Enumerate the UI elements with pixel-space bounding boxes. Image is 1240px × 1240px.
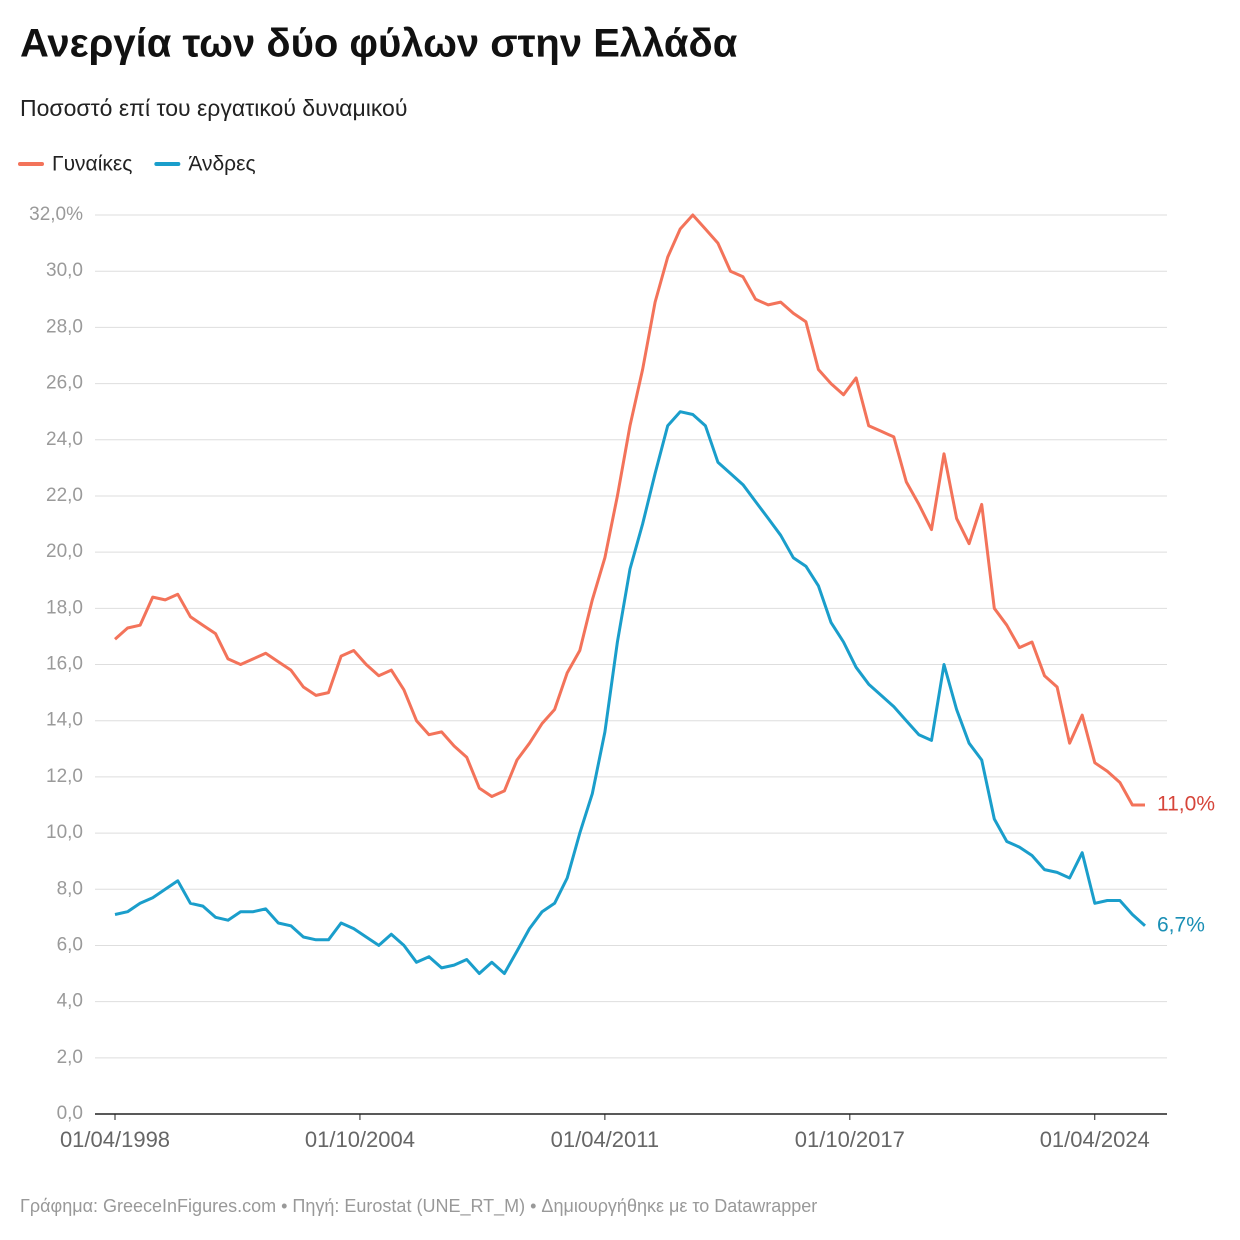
source-note: Γράφημα: GreeceInFigures.com • Πηγή: Eur…: [20, 1196, 817, 1217]
y-tick-label: 30,0: [46, 260, 83, 281]
y-tick-label: 26,0: [46, 373, 83, 394]
y-tick-label: 28,0: [46, 316, 83, 337]
x-tick-label: 01/04/2024: [1040, 1127, 1150, 1152]
y-tick-label: 24,0: [46, 429, 83, 450]
y-tick-label: 8,0: [57, 878, 83, 899]
end-value-label: 11,0%: [1157, 793, 1215, 816]
chart-subtitle: Ποσοστό επί του εργατικού δυναμικού: [20, 95, 407, 121]
y-tick-label: 20,0: [46, 541, 83, 562]
y-tick-label: 4,0: [57, 991, 83, 1012]
y-tick-label: 14,0: [46, 710, 83, 731]
y-tick-label: 16,0: [46, 654, 83, 675]
y-tick-label: 2,0: [57, 1047, 83, 1068]
x-tick-label: 01/10/2017: [795, 1127, 905, 1152]
series-line: [114, 213, 1145, 807]
legend-label: Άνδρες: [188, 153, 255, 176]
x-tick-label: 01/04/2011: [551, 1127, 659, 1152]
y-tick-label: 0,0: [57, 1103, 83, 1124]
y-tick-label: 18,0: [46, 597, 83, 618]
chart-title: Ανεργία των δύο φύλων στην Ελλάδα: [20, 22, 738, 66]
legend-label: Γυναίκες: [52, 153, 132, 176]
x-tick-label: 01/10/2004: [305, 1127, 415, 1152]
y-tick-label: 12,0: [46, 766, 83, 787]
y-tick-label: 6,0: [57, 934, 83, 955]
x-tick-label: 01/04/1998: [60, 1127, 170, 1152]
series-line: [114, 410, 1147, 975]
y-tick-label: 22,0: [46, 485, 83, 506]
y-tick-label: 10,0: [46, 822, 83, 843]
y-tick-label: 32,0%: [29, 204, 83, 225]
end-value-label: 6,7%: [1157, 913, 1205, 936]
